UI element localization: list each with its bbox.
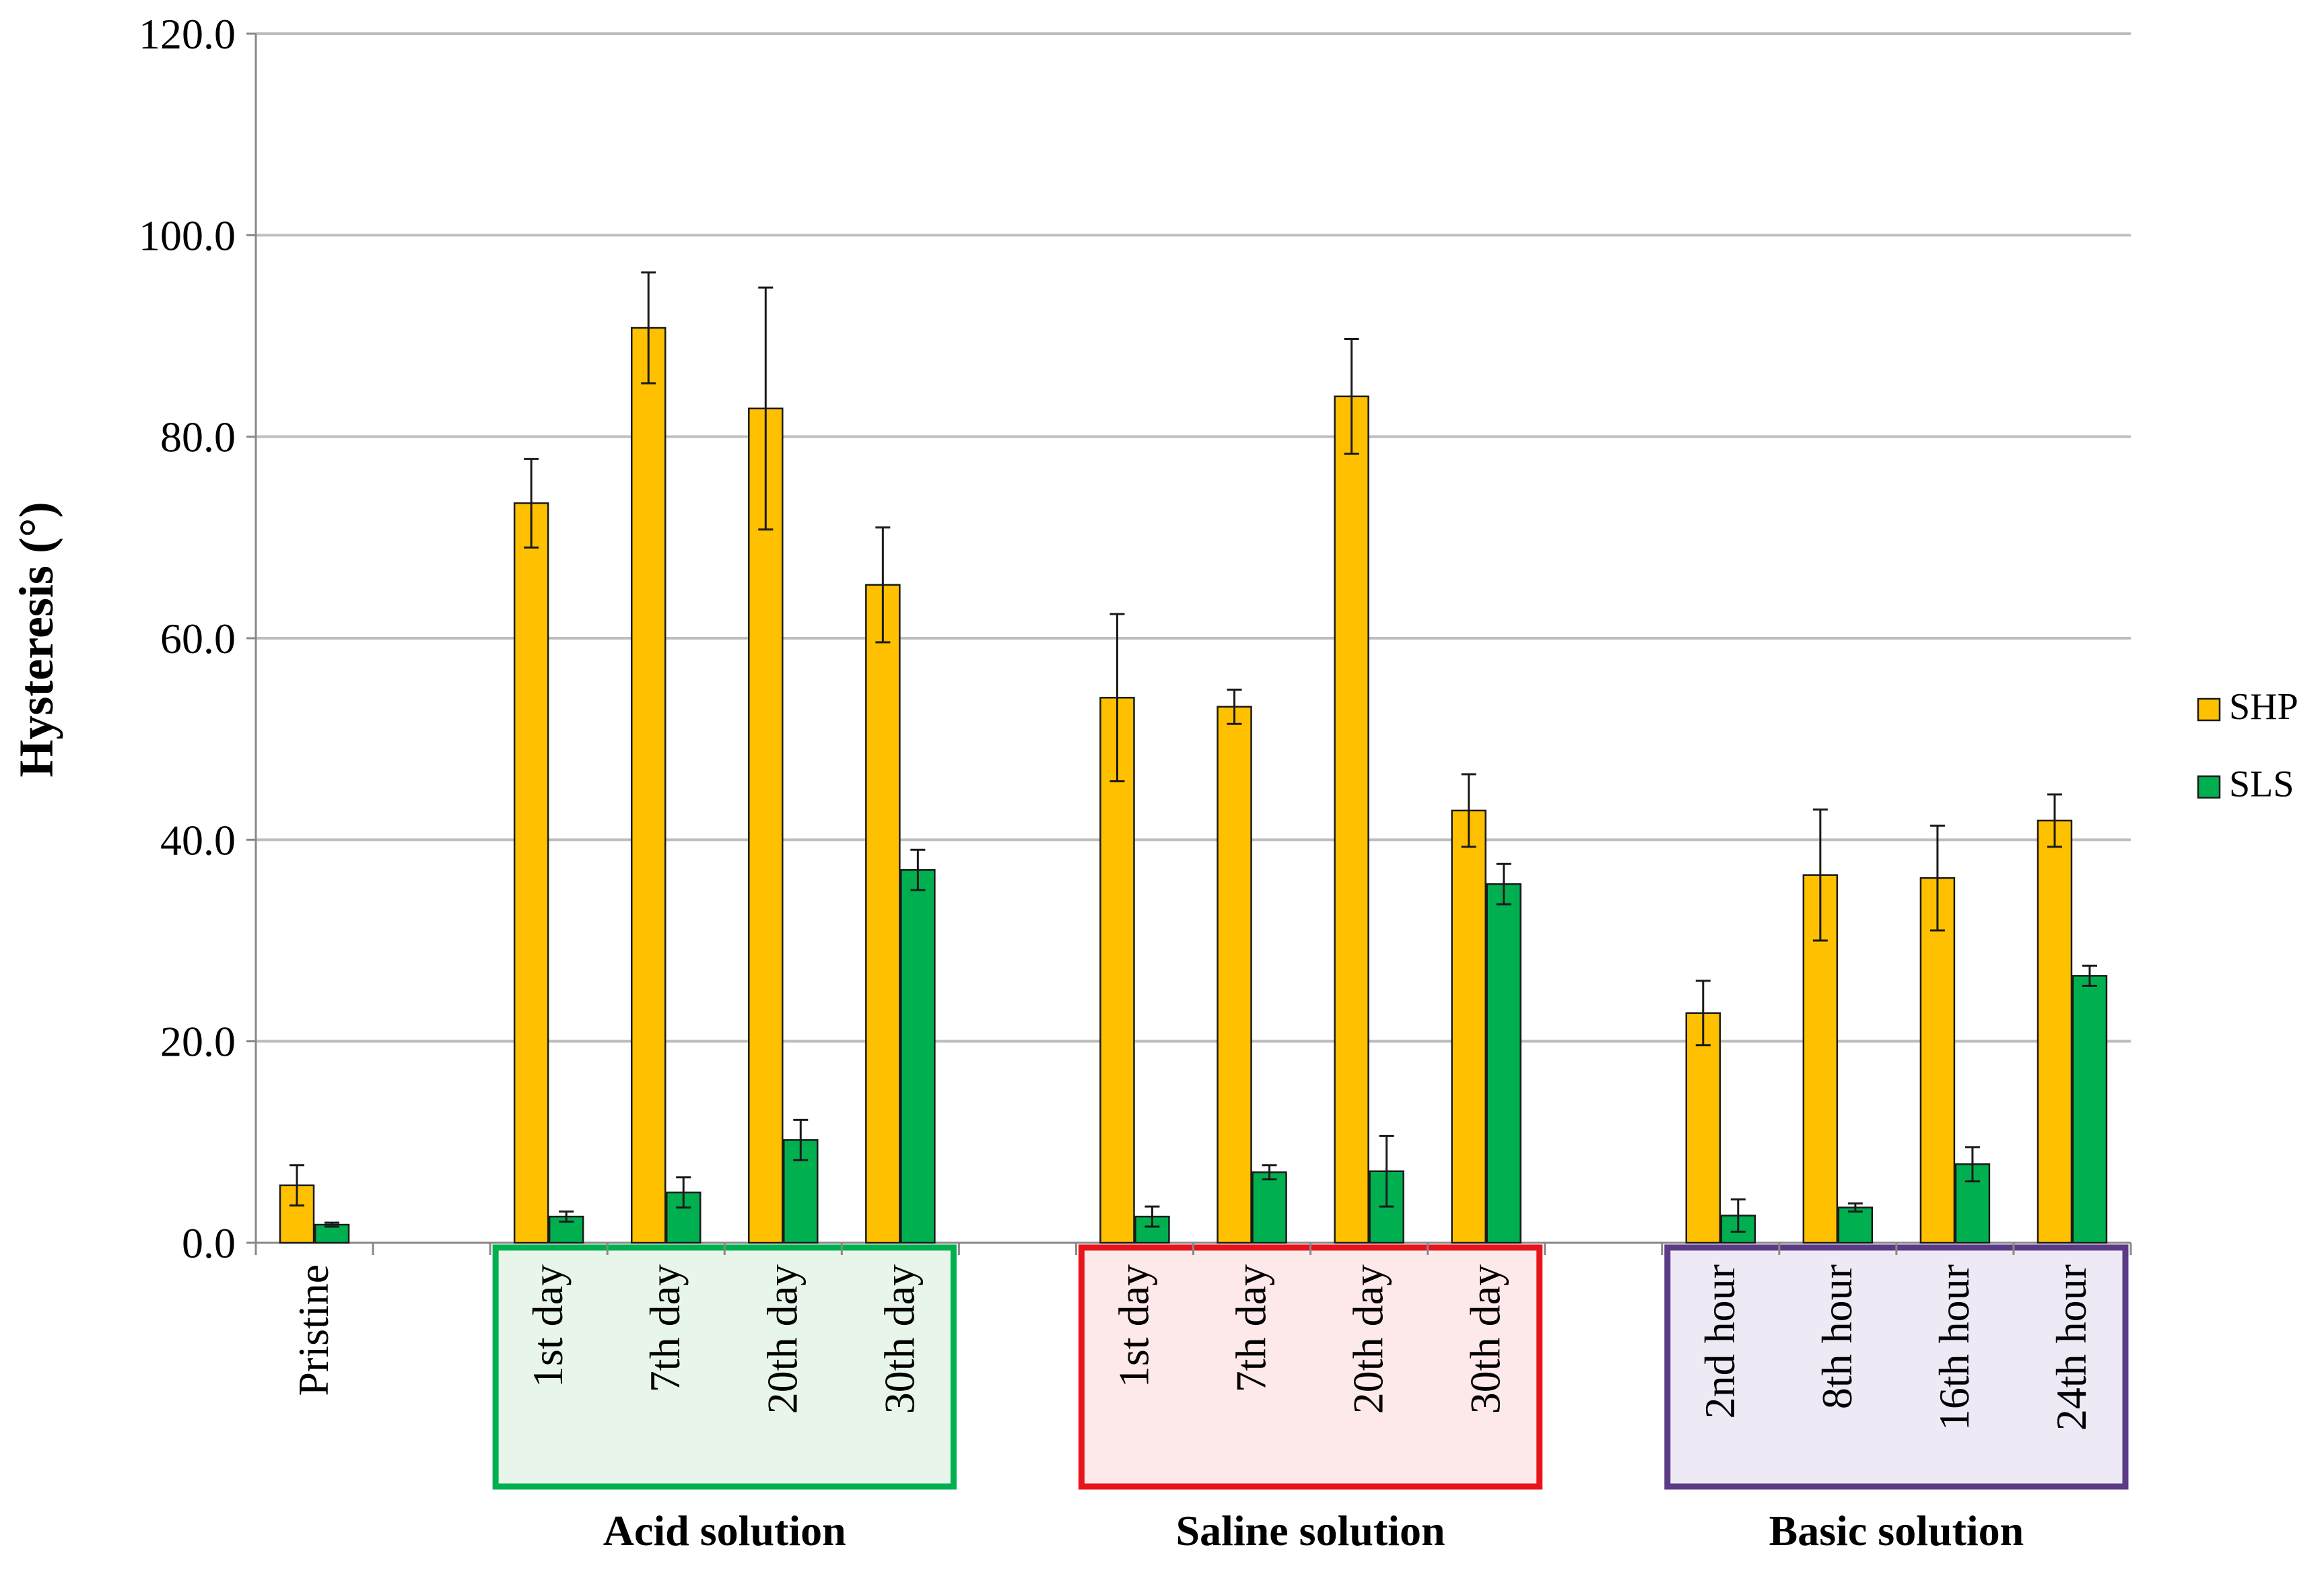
y-tick-label: 120.0 bbox=[139, 10, 236, 58]
legend: SHP SLS bbox=[2197, 686, 2298, 805]
errorbar-sls-5 bbox=[1144, 1205, 1160, 1228]
group-label-3: Basic solution bbox=[1769, 1507, 2024, 1554]
bar-sls-6 bbox=[1252, 1171, 1287, 1244]
bar-sls-12 bbox=[2072, 975, 2108, 1244]
bar-sls-8 bbox=[1486, 883, 1522, 1244]
errorbar-sls-1 bbox=[559, 1210, 574, 1223]
bar-shp-9 bbox=[1685, 1012, 1721, 1244]
bar-shp-7 bbox=[1334, 395, 1369, 1244]
bar-shp-12 bbox=[2037, 819, 2073, 1244]
bar-shp-11 bbox=[1919, 877, 1956, 1244]
y-tick-label: 0.0 bbox=[182, 1219, 236, 1267]
x-tick-label: 20th day bbox=[758, 1264, 806, 1414]
errorbar-shp-4 bbox=[875, 526, 891, 644]
errorbar-sls-2 bbox=[676, 1176, 691, 1209]
errorbar-shp-12 bbox=[2047, 793, 2062, 848]
x-tick-label: 7th day bbox=[1227, 1264, 1275, 1392]
group-box-1 bbox=[492, 1244, 957, 1490]
y-tick-label: 60.0 bbox=[160, 615, 236, 662]
x-tick-label: 16th hour bbox=[1930, 1264, 1978, 1431]
errorbar-sls-3 bbox=[793, 1118, 809, 1161]
y-tick-label: 100.0 bbox=[139, 211, 236, 259]
y-tick-label: 40.0 bbox=[160, 816, 236, 864]
x-tick-label: 24th hour bbox=[2047, 1264, 2095, 1431]
errorbar-sls-0 bbox=[324, 1221, 340, 1228]
bar-shp-10 bbox=[1802, 874, 1839, 1244]
bar-shp-1 bbox=[513, 502, 549, 1244]
group-box-2 bbox=[1078, 1244, 1543, 1490]
group-labels: Acid solution Saline solution Basic soluti… bbox=[603, 1507, 2024, 1554]
x-tick-label: 30th day bbox=[1462, 1264, 1509, 1414]
y-axis-label: Hysteresis (°) bbox=[9, 502, 63, 777]
legend-label-shp: SHP bbox=[2229, 686, 2298, 728]
bar-shp-4 bbox=[865, 584, 901, 1244]
error-bars bbox=[289, 271, 2097, 1233]
errorbar-shp-10 bbox=[1812, 808, 1828, 942]
errorbar-shp-11 bbox=[1929, 824, 1945, 932]
bar-sls-10 bbox=[1837, 1206, 1874, 1244]
errorbar-sls-7 bbox=[1379, 1134, 1394, 1208]
errorbar-shp-8 bbox=[1461, 773, 1476, 848]
x-tick-label: 1st day bbox=[1109, 1264, 1157, 1388]
errorbar-sls-6 bbox=[1262, 1164, 1277, 1181]
x-tick-label: 2nd hour bbox=[1696, 1264, 1744, 1419]
errorbar-shp-6 bbox=[1227, 688, 1242, 725]
axes: 0.0 20.0 40.0 60.0 80.0 100.0 120.0 bbox=[139, 10, 2132, 1267]
errorbar-sls-9 bbox=[1730, 1198, 1746, 1233]
group-label-1: Acid solution bbox=[603, 1507, 846, 1554]
x-tick-label: 7th day bbox=[641, 1264, 689, 1392]
bar-sls-4 bbox=[900, 868, 936, 1244]
errorbar-shp-7 bbox=[1344, 337, 1359, 455]
bar-shp-5 bbox=[1099, 697, 1135, 1244]
x-tick-labels: Pristine 1st day 7th day 20th day 30th day 1s… bbox=[289, 1264, 2095, 1431]
errorbar-shp-0 bbox=[289, 1164, 305, 1207]
errorbar-sls-10 bbox=[1847, 1202, 1863, 1213]
errorbar-shp-3 bbox=[758, 286, 774, 531]
legend-swatch-shp bbox=[2197, 697, 2221, 722]
bar-shp-6 bbox=[1217, 706, 1252, 1244]
errorbar-shp-2 bbox=[641, 271, 656, 384]
legend-swatch-sls bbox=[2197, 775, 2221, 799]
errorbar-shp-9 bbox=[1695, 980, 1711, 1047]
x-tick-label: 8th hour bbox=[1813, 1264, 1861, 1409]
y-tick-label: 20.0 bbox=[160, 1018, 236, 1066]
bar-shp-3 bbox=[748, 407, 784, 1244]
errorbar-sls-8 bbox=[1496, 862, 1511, 905]
errorbar-shp-5 bbox=[1109, 613, 1125, 783]
x-tick-label: 30th day bbox=[875, 1264, 923, 1414]
errorbar-shp-1 bbox=[524, 458, 539, 549]
legend-label-sls: SLS bbox=[2229, 763, 2294, 805]
group-boxes bbox=[492, 1244, 2129, 1490]
bar-shp-2 bbox=[630, 327, 667, 1244]
errorbar-sls-12 bbox=[2082, 964, 2097, 987]
errorbar-sls-11 bbox=[1964, 1146, 1980, 1183]
group-label-2: Saline solution bbox=[1176, 1507, 1445, 1554]
y-tick-label: 80.0 bbox=[160, 413, 236, 461]
x-tick-label: 20th day bbox=[1344, 1264, 1392, 1414]
errorbar-sls-4 bbox=[910, 848, 926, 891]
bar-shp-8 bbox=[1451, 809, 1486, 1244]
x-tick-label: 1st day bbox=[524, 1264, 572, 1388]
bars bbox=[279, 327, 2108, 1244]
x-tick-label: Pristine bbox=[289, 1264, 337, 1396]
